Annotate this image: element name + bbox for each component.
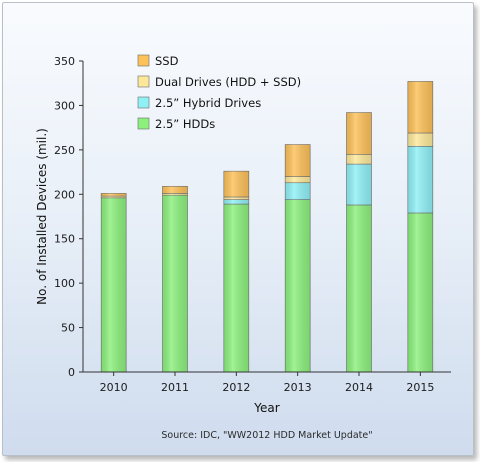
legend-label: 2.5” Hybrid Drives — [155, 96, 261, 110]
legend-label: 2.5” HDDs — [155, 117, 215, 131]
bar-segment-shading — [407, 132, 433, 147]
bar-segment-shading — [346, 154, 372, 165]
bar-segment-shading — [162, 195, 188, 372]
x-axis-title: Year — [253, 401, 279, 415]
y-axis-title: No. of Installed Devices (mil.) — [35, 128, 49, 305]
x-tick-label: 2010 — [100, 381, 128, 394]
legend-swatch — [137, 96, 150, 109]
axes-layer: 2010 2011 2012 2013 2014 2015 0 50 100 150 200 250 3… — [54, 55, 451, 394]
bar-segment-shading — [285, 176, 311, 183]
y-tick-label: 50 — [61, 322, 75, 335]
y-tick-label: 300 — [54, 99, 75, 112]
bar-segment-shading — [285, 199, 311, 372]
bar-segment-shading — [346, 204, 372, 372]
x-tick-label: 2015 — [406, 381, 434, 394]
x-tick-label: 2013 — [284, 381, 312, 394]
bar-segment-shading — [407, 146, 433, 213]
bar-segment-shading — [285, 144, 311, 177]
bar-segment-shading — [223, 204, 249, 372]
bar-segment-shading — [101, 193, 127, 197]
bars-layer — [100, 81, 434, 373]
legend: SSD Dual Drives (HDD + SSD) 2.5” Hybrid Dr… — [137, 54, 301, 131]
source-note: Source: IDC, "WW2012 HDD Market Update" — [161, 430, 372, 441]
chart-panel: 2010 2011 2012 2013 2014 2015 0 50 100 150 200 250 3… — [2, 2, 474, 456]
y-tick-label: 150 — [54, 233, 75, 246]
legend-label: Dual Drives (HDD + SSD) — [155, 75, 301, 89]
stacked-bar-chart: 2010 2011 2012 2013 2014 2015 0 50 100 150 200 250 3… — [35, 54, 451, 441]
y-tick-label: 350 — [54, 55, 75, 68]
bar-segment-shading — [162, 186, 188, 194]
bar-segment-shading — [162, 193, 188, 196]
bar-segment-shading — [346, 164, 372, 205]
legend-swatch — [137, 75, 150, 88]
y-tick-label: 100 — [54, 277, 75, 290]
x-tick-label: 2014 — [345, 381, 373, 394]
x-tick-label: 2012 — [222, 381, 250, 394]
bar-segment-shading — [101, 197, 127, 372]
bar-segment-shading — [407, 81, 433, 133]
legend-swatch — [137, 117, 150, 130]
bar-segment-shading — [223, 171, 249, 197]
x-tick-label: 2011 — [161, 381, 189, 394]
bar-segment-shading — [346, 112, 372, 155]
y-tick-label: 0 — [68, 366, 75, 379]
bar-segment-shading — [223, 199, 249, 205]
legend-label: SSD — [155, 54, 179, 68]
y-tick-label: 250 — [54, 144, 75, 157]
bar-segment-shading — [285, 182, 311, 200]
bar-segment-shading — [223, 196, 249, 200]
legend-swatch — [137, 54, 150, 67]
y-tick-label: 200 — [54, 188, 75, 201]
bar-segment-shading — [101, 196, 127, 198]
bar-segment-shading — [407, 212, 433, 372]
